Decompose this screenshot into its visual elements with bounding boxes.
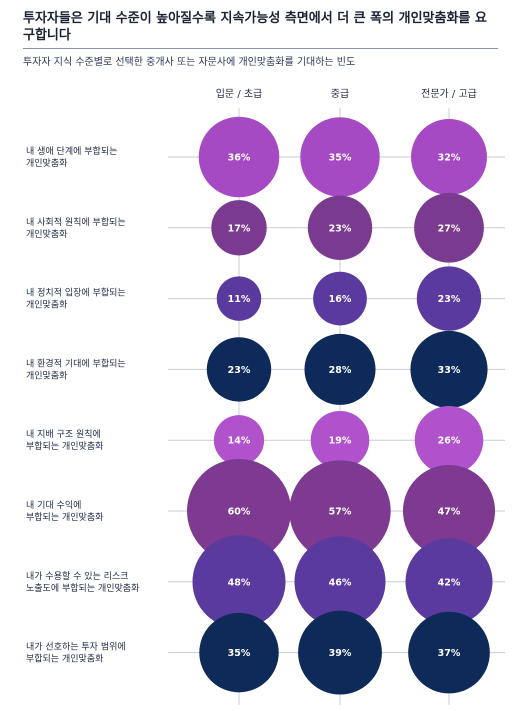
- row-label: 내 환경적 기대에 부합되는 개인맞춤화: [26, 357, 126, 381]
- bubble: [416, 266, 482, 331]
- row-label: 내가 선호하는 투자 범위에 부합되는 개인맞춤화: [26, 642, 126, 665]
- bubble-value-label: 48%: [228, 577, 251, 588]
- bubble-value-label: 37%: [438, 648, 461, 659]
- bubble-value-label: 46%: [329, 577, 352, 588]
- bubble: [411, 119, 487, 195]
- chart-title: 투자자들은 기대 수준이 높아질수록 지속가능성 측면에서 더 큰 폭의 개인맞…: [23, 11, 487, 43]
- bubble-value-label: 39%: [329, 648, 352, 659]
- title-divider: [23, 48, 498, 49]
- bubble: [187, 459, 291, 563]
- bubble: [199, 612, 279, 693]
- bubble: [414, 405, 484, 475]
- bubble: [213, 415, 265, 466]
- bubble-value-label: 33%: [438, 365, 461, 376]
- bubble: [304, 333, 376, 405]
- bubble: [289, 460, 391, 562]
- bubble-value-label: 14%: [228, 436, 251, 447]
- chart-subtitle: 투자자 지식 수준별로 선택한 중개사 또는 자문사에 개인맞춤화를 기대하는 …: [23, 57, 356, 68]
- bubble-value-label: 36%: [228, 153, 251, 164]
- bubble: [206, 337, 272, 402]
- row-label: 내 사회적 원칙에 부합되는 개인맞춤화: [26, 216, 126, 240]
- row-label: 내 지배 구조 원칙에 부합되는 개인맞춤화: [26, 429, 103, 452]
- bubble-value-label: 57%: [329, 507, 352, 518]
- row-label: 내 기대 수익에 부합되는 개인맞춤화: [26, 499, 103, 523]
- bubble: [310, 410, 370, 470]
- bubble: [216, 276, 262, 321]
- bubble: [410, 330, 488, 408]
- bubble: [408, 611, 490, 694]
- column-header: 입문 / 초급: [216, 87, 263, 100]
- bubble-value-label: 27%: [438, 223, 461, 234]
- bubble-value-label: 23%: [228, 365, 251, 376]
- bubble-value-label: 42%: [438, 577, 461, 588]
- bubble-value-label: 28%: [329, 365, 352, 376]
- bubble: [313, 271, 367, 326]
- bubble-value-label: 11%: [228, 294, 251, 305]
- row-label: 내 정치적 입장에 부합되는 개인맞춤화: [26, 287, 126, 311]
- bubble: [198, 116, 280, 198]
- row-label: 내 생애 단계에 부합되는 개인맞춤화: [26, 145, 117, 169]
- column-header: 중급: [331, 88, 349, 100]
- bubble-value-label: 23%: [438, 294, 461, 305]
- bubble: [414, 192, 484, 263]
- bubble: [402, 464, 496, 558]
- bubble-value-label: 35%: [329, 153, 352, 164]
- bubble-value-label: 17%: [228, 223, 251, 234]
- bubble-value-label: 19%: [329, 436, 352, 447]
- bubble: [405, 538, 493, 626]
- bubble: [192, 535, 286, 629]
- bubble: [307, 195, 373, 260]
- bubble-value-label: 26%: [438, 436, 461, 447]
- bubble-value-label: 47%: [438, 507, 461, 518]
- bubble-value-label: 32%: [438, 153, 461, 164]
- bubble: [298, 610, 382, 695]
- column-header: 전문가 / 고급: [421, 88, 477, 100]
- bubble: [294, 536, 386, 628]
- bubble-value-label: 23%: [329, 223, 352, 234]
- row-label: 내가 수용할 수 있는 리스크 노출도에 부합되는 개인맞춤화: [26, 570, 139, 594]
- bubble: [211, 200, 267, 256]
- bubble-value-label: 16%: [329, 294, 352, 305]
- bubble-value-label: 60%: [228, 507, 251, 518]
- bubble-value-label: 35%: [228, 648, 251, 659]
- bubble: [300, 117, 380, 197]
